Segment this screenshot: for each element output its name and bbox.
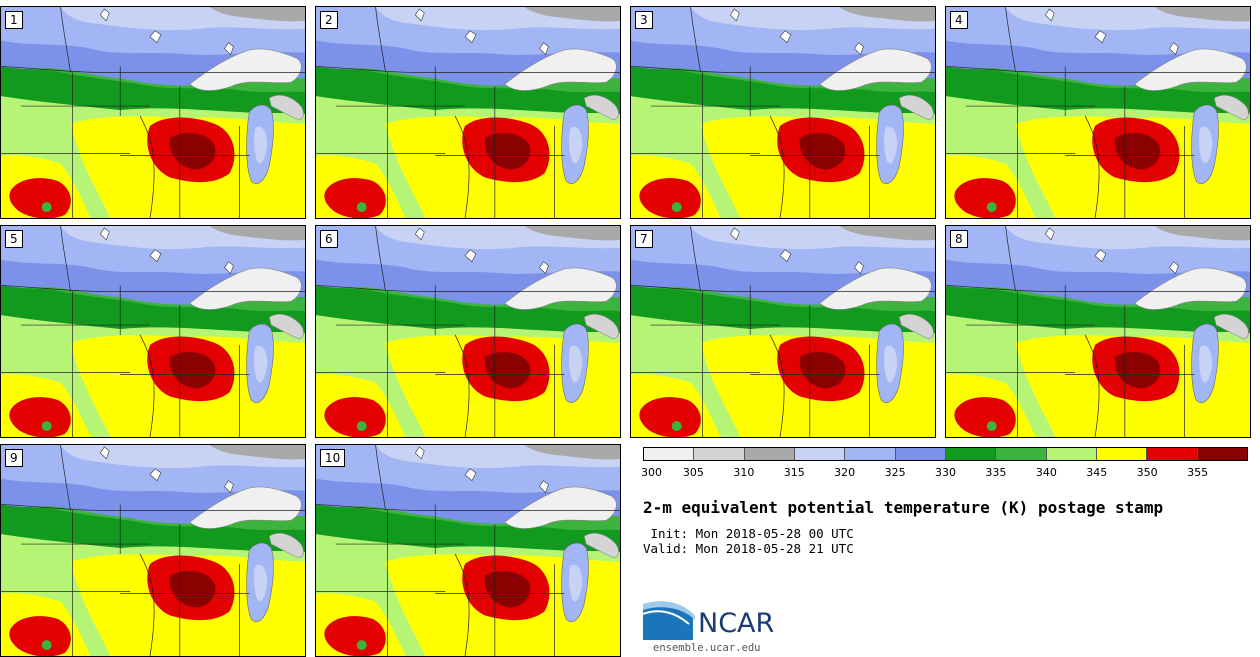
colorbar-segment [1046, 448, 1097, 460]
postage-stamp-panel-4: 4 [945, 6, 1251, 219]
postage-stamp-panel-7: 7 [630, 225, 936, 438]
postage-stamp-panel-10: 10 [315, 444, 621, 657]
colorbar-tick-label: 335 [985, 466, 1007, 479]
colorbar-segment [996, 448, 1047, 460]
member-number: 3 [635, 11, 653, 29]
colorbar-segment [1147, 448, 1198, 460]
colorbar-tick-label: 300 [641, 466, 662, 479]
colorbar-tick-label: 345 [1086, 466, 1108, 479]
postage-stamp-panel-1: 1 [0, 6, 306, 219]
member-map [1, 226, 305, 437]
colorbar-segment [895, 448, 946, 460]
member-map [631, 7, 935, 218]
postage-stamp-panel-2: 2 [315, 6, 621, 219]
ncar-logo-icon [643, 601, 695, 640]
postage-stamp-panel-3: 3 [630, 6, 936, 219]
postage-stamp-panel-6: 6 [315, 225, 621, 438]
member-map [1, 445, 305, 656]
postage-stamp-panel-9: 9 [0, 444, 306, 657]
colorbar-tick-label: 310 [733, 466, 755, 479]
colorbar-tick-label: 340 [1035, 466, 1057, 479]
ncar-logo-text: NCAR [698, 608, 775, 639]
member-number: 1 [5, 11, 23, 29]
colorbar-tick-label: 325 [884, 466, 906, 479]
member-map [316, 226, 620, 437]
member-number: 5 [5, 230, 23, 248]
colorbar-tick-label: 350 [1136, 466, 1158, 479]
colorbar [643, 447, 1248, 461]
member-map [631, 226, 935, 437]
member-map [316, 445, 620, 656]
colorbar-tick-labels: 300 305 310 315 320 325 330 335 340 345 350 355 [641, 466, 1248, 480]
member-map [946, 226, 1250, 437]
member-number: 6 [320, 230, 338, 248]
website-url: ensemble.ucar.edu [653, 642, 761, 654]
product-title: 2-m equivalent potential temperature (K)… [643, 498, 1164, 517]
member-map [316, 7, 620, 218]
postage-stamp-panel-5: 5 [0, 225, 306, 438]
member-number: 2 [320, 11, 338, 29]
init-time: Init: Mon 2018-05-28 00 UTC [643, 526, 854, 541]
colorbar-segment [1197, 448, 1247, 460]
member-number: 9 [5, 449, 23, 467]
colorbar-segment [794, 448, 846, 460]
colorbar-tick-label: 320 [834, 466, 856, 479]
member-number: 4 [950, 11, 968, 29]
member-number: 7 [635, 230, 653, 248]
member-number: 8 [950, 230, 968, 248]
colorbar-segment [694, 448, 745, 460]
valid-time: Valid: Mon 2018-05-28 21 UTC [643, 541, 854, 556]
colorbar-segment [744, 448, 795, 460]
member-number: 10 [320, 449, 346, 467]
colorbar-tick-label: 330 [935, 466, 956, 479]
member-map [1, 7, 305, 218]
member-map [946, 7, 1250, 218]
postage-stamp-panel-8: 8 [945, 225, 1251, 438]
colorbar-segment [644, 448, 695, 460]
colorbar-tick-label: 305 [682, 466, 704, 479]
colorbar-tick-label: 315 [783, 466, 805, 479]
colorbar-segment [1096, 448, 1148, 460]
colorbar-tick-label: 355 [1187, 466, 1209, 479]
colorbar-segment [945, 448, 997, 460]
colorbar-segment [845, 448, 896, 460]
